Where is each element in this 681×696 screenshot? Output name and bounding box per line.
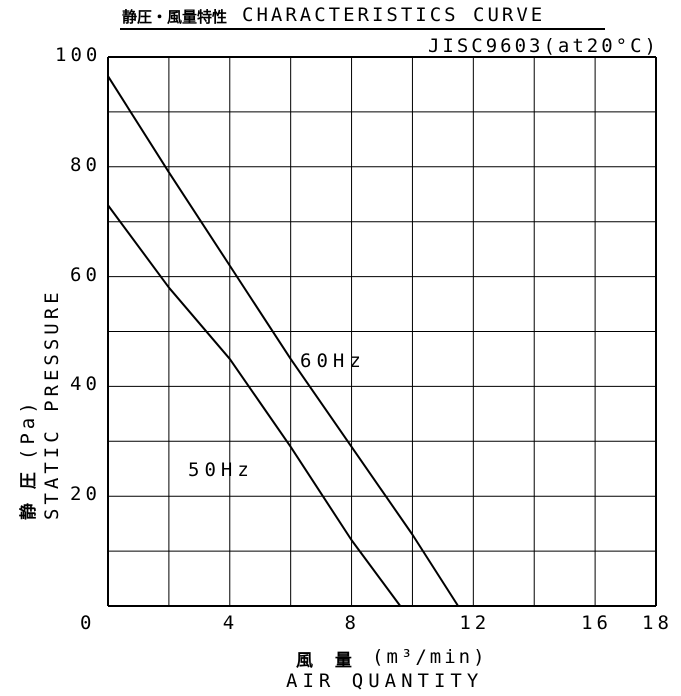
y-axis-label: STATIC PRESSURE [41, 288, 63, 520]
y-tick-label: 40 [70, 373, 101, 396]
x-axis-label-jp: 風 量 [296, 651, 360, 671]
y-tick-label: 60 [70, 263, 101, 286]
chart-title: CHARACTERISTICS CURVE [242, 4, 546, 26]
x-tick-label: 16 [581, 612, 612, 634]
x-axis-unit: (m³/min) [372, 646, 488, 668]
x-tick-label: 8 [344, 612, 360, 634]
title-underline [120, 28, 605, 30]
y-axis-unit: (Pa) [17, 398, 39, 461]
series-label-60hz: 60Hz [300, 350, 366, 372]
y-tick-label: 100 [55, 44, 102, 66]
y-tick-label: 20 [70, 483, 101, 506]
x-axis-label: AIR QUANTITY [286, 670, 484, 692]
grid [107, 56, 657, 607]
series-line-60hz [107, 75, 459, 607]
standard-label: JISC9603(at20°C) [427, 35, 659, 57]
y-axis-label-jp: 静 圧 [19, 468, 39, 520]
x-tick-label: 12 [459, 612, 491, 634]
chart-title-jp: 静圧・風量特性 [122, 8, 228, 26]
y-tick-label: 80 [70, 153, 101, 176]
y-axis-label-block: 静 圧 (Pa) STATIC PRESSURE [14, 288, 63, 520]
series-label-50hz: 50Hz [188, 459, 254, 481]
x-tick-label: 4 [222, 612, 239, 634]
x-tick-label: 0 [80, 612, 96, 634]
series-lines [107, 75, 459, 607]
x-tick-label: 18 [642, 612, 673, 634]
series-line-50hz [107, 204, 402, 607]
